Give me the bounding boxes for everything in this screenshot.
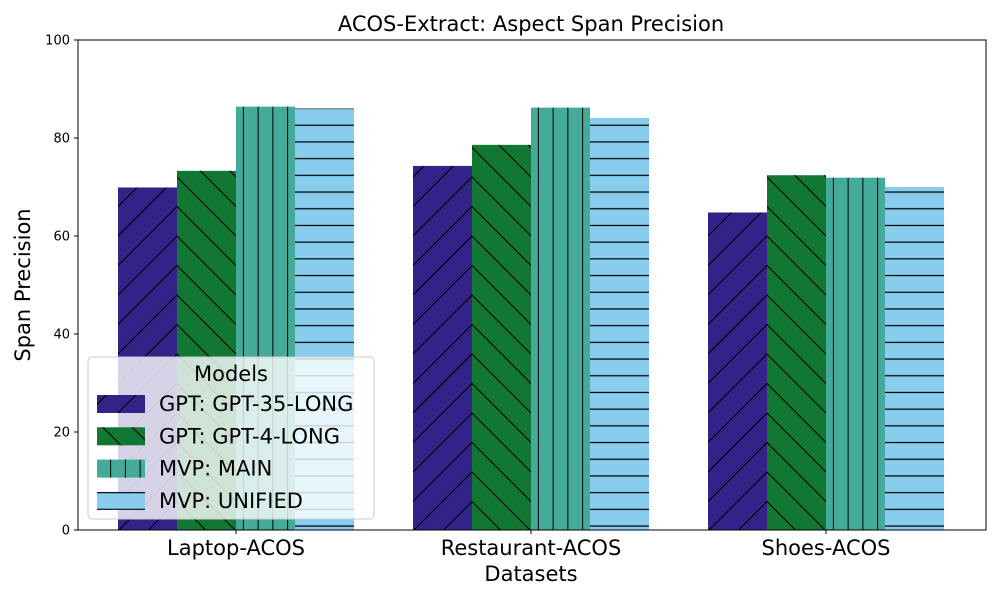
y-tick-label: 60 [53, 230, 70, 245]
bar-hatch [413, 165, 472, 530]
x-tick-label: Shoes-ACOS [762, 536, 891, 560]
bar-hatch [531, 107, 590, 531]
y-tick-label: 20 [53, 426, 70, 441]
y-axis-label: Span Precision [11, 208, 35, 361]
bar-hatch [472, 144, 531, 531]
legend-swatch-hatch [97, 395, 145, 413]
x-tick-label: Laptop-ACOS [167, 536, 305, 560]
x-axis: Laptop-ACOS Restaurant-ACOS Shoes-ACOS [167, 530, 890, 560]
y-axis: 0 20 40 60 80 100 [45, 34, 78, 539]
y-tick-label: 40 [53, 328, 70, 343]
chart-title: ACOS-Extract: Aspect Span Precision [338, 12, 724, 36]
legend-entry-label: GPT: GPT-4-LONG [159, 424, 340, 448]
bar-hatch [708, 212, 767, 531]
legend-swatch-hatch [97, 491, 145, 510]
legend-title: Models [194, 362, 268, 386]
y-tick-label: 0 [62, 524, 70, 539]
bar-hatch [885, 187, 944, 530]
legend-swatch-hatch [97, 427, 145, 446]
legend-swatch-hatch [97, 459, 145, 478]
y-tick-label: 80 [53, 132, 70, 147]
y-tick-label: 100 [45, 34, 70, 49]
legend-entry-label: MVP: UNIFIED [159, 489, 303, 513]
x-axis-label: Datasets [484, 562, 577, 586]
bar-hatch [590, 117, 649, 530]
x-tick-label: Restaurant-ACOS [441, 536, 622, 560]
legend-box [87, 356, 375, 520]
bar-hatch [767, 175, 826, 531]
plot-frame [77, 39, 987, 531]
legend-entry-label: GPT: GPT-35-LONG [159, 392, 353, 416]
legend-entry-label: MVP: MAIN [159, 457, 272, 481]
bar-hatch [826, 177, 885, 530]
legend: Models GPT: GPT-35-LONG GPT: GPT-4-LONG MV… [87, 356, 375, 520]
